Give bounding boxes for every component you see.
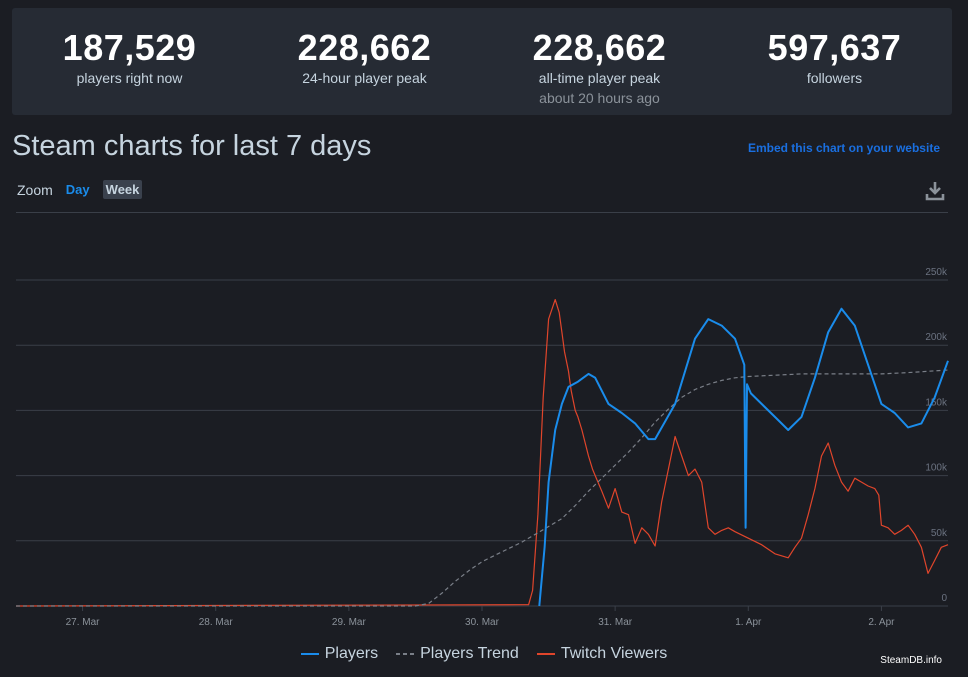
stat-label: players right now <box>76 70 183 86</box>
zoom-label: Zoom <box>17 181 53 198</box>
legend-swatch-trend <box>396 653 415 655</box>
series-twitch-viewers-line <box>15 299 949 607</box>
zoom-controls: Zoom Day Week <box>17 180 143 199</box>
x-tick-label: 31. Mar <box>598 617 633 628</box>
y-tick-label: 250k <box>925 267 948 278</box>
stat-value: 228,662 <box>532 27 667 68</box>
x-tick-label: 30. Mar <box>465 617 500 628</box>
y-tick-label: 200k <box>925 332 948 343</box>
stat-value: 597,637 <box>767 27 902 68</box>
chart-divider <box>16 212 948 213</box>
legend-swatch-twitch <box>536 653 555 655</box>
stat-sublabel[interactable]: about 20 hours ago <box>539 90 660 106</box>
x-tick-label: 29. Mar <box>332 617 367 628</box>
chart-legend: Players Players Trend Twitch Viewers <box>0 645 968 663</box>
chart-title: Steam charts for last 7 days <box>12 130 372 162</box>
x-tick-label: 28. Mar <box>199 617 234 628</box>
legend-label-twitch: Twitch Viewers <box>560 645 668 662</box>
legend-label-players: Players <box>324 645 379 662</box>
legend-item-players[interactable]: Players <box>300 645 379 663</box>
stats-panel: 187,529 players right now 228,662 24-hou… <box>12 8 952 115</box>
stat-label: followers <box>806 70 863 86</box>
zoom-week-button[interactable]: Week <box>102 180 143 199</box>
legend-label-trend: Players Trend <box>420 645 519 662</box>
stat-label: all-time player peak <box>538 70 661 86</box>
y-tick-label: 0 <box>941 593 947 604</box>
legend-swatch-players <box>300 653 319 655</box>
stat-followers: 597,637 followers <box>717 8 952 115</box>
series-players-trend-line <box>16 369 949 607</box>
stat-value: 228,662 <box>297 27 432 68</box>
zoom-day-button[interactable]: Day <box>65 182 90 197</box>
y-tick-label: 150k <box>925 397 948 408</box>
x-tick-label: 27. Mar <box>66 617 101 628</box>
x-tick-label: 2. Apr <box>868 617 895 628</box>
x-tick-label: 1. Apr <box>735 617 762 628</box>
stat-all-time-peak: 228,662 all-time player peak about 20 ho… <box>482 8 717 115</box>
stat-label: 24-hour player peak <box>302 70 427 86</box>
y-tick-label: 50k <box>931 528 948 539</box>
stat-value: 187,529 <box>62 27 197 68</box>
stat-players-now: 187,529 players right now <box>12 8 247 115</box>
embed-chart-link[interactable]: Embed this chart on your website <box>747 141 940 155</box>
legend-item-players-trend[interactable]: Players Trend <box>396 645 519 663</box>
stat-24h-peak: 228,662 24-hour player peak <box>247 8 482 115</box>
series-players-line <box>538 307 949 607</box>
download-icon[interactable] <box>924 180 946 202</box>
steamdb-credit[interactable]: SteamDB.info <box>880 655 942 666</box>
y-tick-label: 100k <box>925 463 948 474</box>
legend-item-twitch-viewers[interactable]: Twitch Viewers <box>536 645 668 663</box>
